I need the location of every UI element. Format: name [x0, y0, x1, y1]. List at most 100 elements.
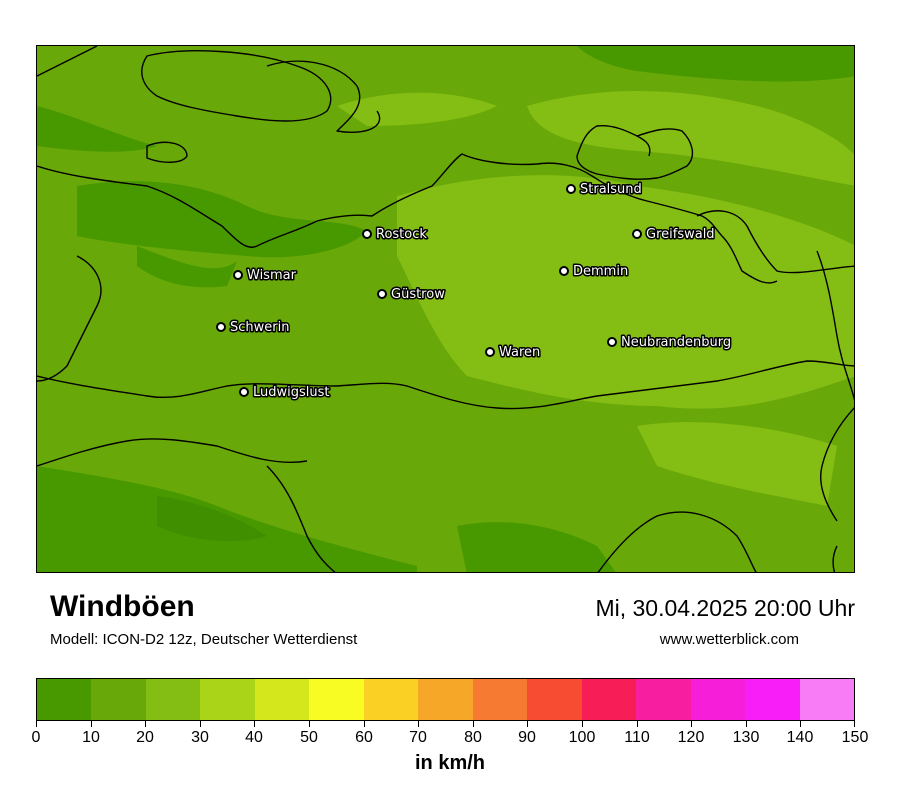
city-label: Rostock — [376, 227, 427, 242]
colorbar-tick-label: 120 — [677, 729, 705, 746]
colorbar-tick-label: 10 — [82, 729, 100, 746]
city-dot — [233, 270, 243, 280]
state-border-south — [37, 360, 854, 410]
wind-zone-0-10-south-spot — [157, 496, 267, 542]
wind-zone-20-30-southeast — [637, 422, 837, 506]
city-label: Stralsund — [580, 182, 642, 197]
city-dot — [566, 184, 576, 194]
wind-zone-20-30-sea — [337, 92, 497, 126]
colorbar-segment — [636, 679, 691, 720]
wind-zone-0-10-north — [577, 46, 854, 82]
colorbar-tick-label: 80 — [464, 729, 482, 746]
colorbar-tick-mark — [200, 721, 201, 727]
colorbar-tick-mark — [309, 721, 310, 727]
peenestrom — [721, 235, 778, 284]
city-label: Schwerin — [230, 320, 289, 335]
city-dot — [607, 337, 617, 347]
colorbar-tick-mark — [254, 721, 255, 727]
colorbar-tick-mark — [145, 721, 146, 727]
poel-island — [146, 141, 188, 163]
colorbar — [36, 678, 855, 721]
colorbar-segment — [254, 679, 310, 720]
ruegen-bay — [636, 135, 651, 157]
border-southwest-line — [266, 465, 336, 572]
colorbar-tick-mark — [527, 721, 528, 727]
oder-border — [816, 250, 854, 401]
colorbar-tick-label: 30 — [191, 729, 209, 746]
city-demmin[interactable]: Demmin — [559, 263, 630, 281]
colorbar-tick-mark — [582, 721, 583, 727]
city-label: Greifswald — [646, 227, 715, 242]
city-dot — [362, 229, 372, 239]
city-rostock[interactable]: Rostock — [362, 226, 429, 244]
colorbar-tick-label: 70 — [409, 729, 427, 746]
wind-zone-20-30-east — [397, 175, 854, 409]
city-greifswald[interactable]: Greifswald — [632, 226, 716, 244]
city-label: Güstrow — [391, 287, 445, 302]
wind-gust-map: Stralsund Rostock Greifswald Wismar Demm… — [36, 45, 855, 573]
city-dot — [239, 387, 249, 397]
colorbar-segment — [309, 679, 364, 720]
lolland-coast — [141, 50, 332, 122]
colorbar-tick-label: 150 — [841, 729, 869, 746]
model-subtitle: Modell: ICON-D2 12z, Deutscher Wetterdie… — [50, 631, 358, 648]
colorbar-tick-mark — [691, 721, 692, 727]
colorbar-tick-mark — [800, 721, 801, 727]
colorbar-segment — [363, 679, 419, 720]
usedom-coast — [696, 210, 854, 274]
colorbar-segment — [37, 679, 92, 720]
state-border-west — [37, 255, 102, 382]
colorbar-tick-label: 0 — [31, 729, 41, 746]
city-schwerin[interactable]: Schwerin — [216, 319, 291, 337]
elbe-border — [37, 438, 308, 467]
colorbar-tick-label: 50 — [300, 729, 318, 746]
city-dot — [216, 322, 226, 332]
city-label: Ludwigslust — [253, 385, 330, 400]
colorbar-segment — [145, 679, 201, 720]
colorbar-segment — [690, 679, 746, 720]
colorbar-segment — [472, 679, 528, 720]
main-coastline — [37, 153, 723, 248]
colorbar-tick-mark — [746, 721, 747, 727]
colorbar-tick-label: 20 — [136, 729, 154, 746]
city-markers: Stralsund Rostock Greifswald Wismar Demm… — [216, 181, 733, 402]
colorbar-tick-mark — [637, 721, 638, 727]
city-neubrandenburg[interactable]: Neubrandenburg — [607, 334, 733, 352]
source-url[interactable]: www.wetterblick.com — [659, 631, 799, 648]
ruegen-coast — [576, 124, 694, 180]
wind-zone-0-10-northwest — [37, 106, 157, 152]
map-title: Windböen — [50, 590, 195, 623]
colorbar-tick-label: 40 — [245, 729, 263, 746]
colorbar-segment — [799, 679, 855, 720]
city-label: Waren — [499, 345, 540, 360]
city-wismar[interactable]: Wismar — [233, 267, 298, 285]
colorbar-tick-mark — [91, 721, 92, 727]
colorbar-segment — [745, 679, 800, 720]
city-label: Neubrandenburg — [621, 335, 731, 350]
colorbar-tick-label: 100 — [568, 729, 596, 746]
colorbar-segment — [581, 679, 637, 720]
colorbar-tick-mark — [364, 721, 365, 727]
colorbar-tick-label: 90 — [518, 729, 536, 746]
wind-zone-20-30-north — [527, 91, 854, 186]
city-dot — [559, 266, 569, 276]
city-ludwigslust[interactable]: Ludwigslust — [239, 384, 331, 402]
city-label: Demmin — [573, 264, 628, 279]
colorbar-segment — [200, 679, 255, 720]
map-svg: Stralsund Rostock Greifswald Wismar Demm… — [37, 46, 854, 572]
city-waren[interactable]: Waren — [485, 344, 542, 362]
city-guestrow[interactable]: Güstrow — [377, 286, 447, 304]
colorbar-ticks: 0 10 20 30 40 50 60 70 80 90 100 110 120 130 140 150 — [32, 721, 868, 751]
border-southeast-tail — [832, 545, 838, 572]
wind-zone-0-10-wismar — [137, 246, 237, 288]
berlin-outline — [597, 511, 757, 572]
colorbar-segment — [91, 679, 146, 720]
colorbar-tick-mark — [36, 721, 37, 727]
colorbar-unit: in km/h — [414, 752, 485, 774]
wind-zone-0-10-coast — [77, 181, 367, 258]
colorbar-tick-mark — [418, 721, 419, 727]
city-dot — [377, 289, 387, 299]
colorbar-tick-mark — [473, 721, 474, 727]
city-stralsund[interactable]: Stralsund — [566, 181, 643, 199]
colorbar-tick-label: 110 — [624, 729, 650, 746]
